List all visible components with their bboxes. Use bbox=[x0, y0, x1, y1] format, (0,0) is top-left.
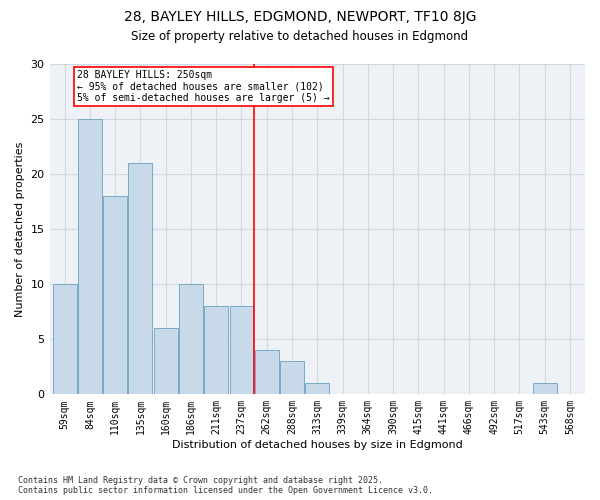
Bar bbox=[154, 328, 178, 394]
Bar bbox=[103, 196, 127, 394]
Bar bbox=[128, 163, 152, 394]
Text: 28, BAYLEY HILLS, EDGMOND, NEWPORT, TF10 8JG: 28, BAYLEY HILLS, EDGMOND, NEWPORT, TF10… bbox=[124, 10, 476, 24]
Text: Size of property relative to detached houses in Edgmond: Size of property relative to detached ho… bbox=[131, 30, 469, 43]
Bar bbox=[204, 306, 228, 394]
Bar bbox=[230, 306, 253, 394]
Bar bbox=[280, 362, 304, 394]
Text: 28 BAYLEY HILLS: 250sqm
← 95% of detached houses are smaller (102)
5% of semi-de: 28 BAYLEY HILLS: 250sqm ← 95% of detache… bbox=[77, 70, 330, 102]
Bar bbox=[78, 119, 102, 394]
Bar bbox=[533, 384, 557, 394]
X-axis label: Distribution of detached houses by size in Edgmond: Distribution of detached houses by size … bbox=[172, 440, 463, 450]
Y-axis label: Number of detached properties: Number of detached properties bbox=[15, 142, 25, 317]
Text: Contains HM Land Registry data © Crown copyright and database right 2025.
Contai: Contains HM Land Registry data © Crown c… bbox=[18, 476, 433, 495]
Bar bbox=[255, 350, 279, 395]
Bar bbox=[305, 384, 329, 394]
Bar bbox=[53, 284, 77, 395]
Bar bbox=[179, 284, 203, 395]
